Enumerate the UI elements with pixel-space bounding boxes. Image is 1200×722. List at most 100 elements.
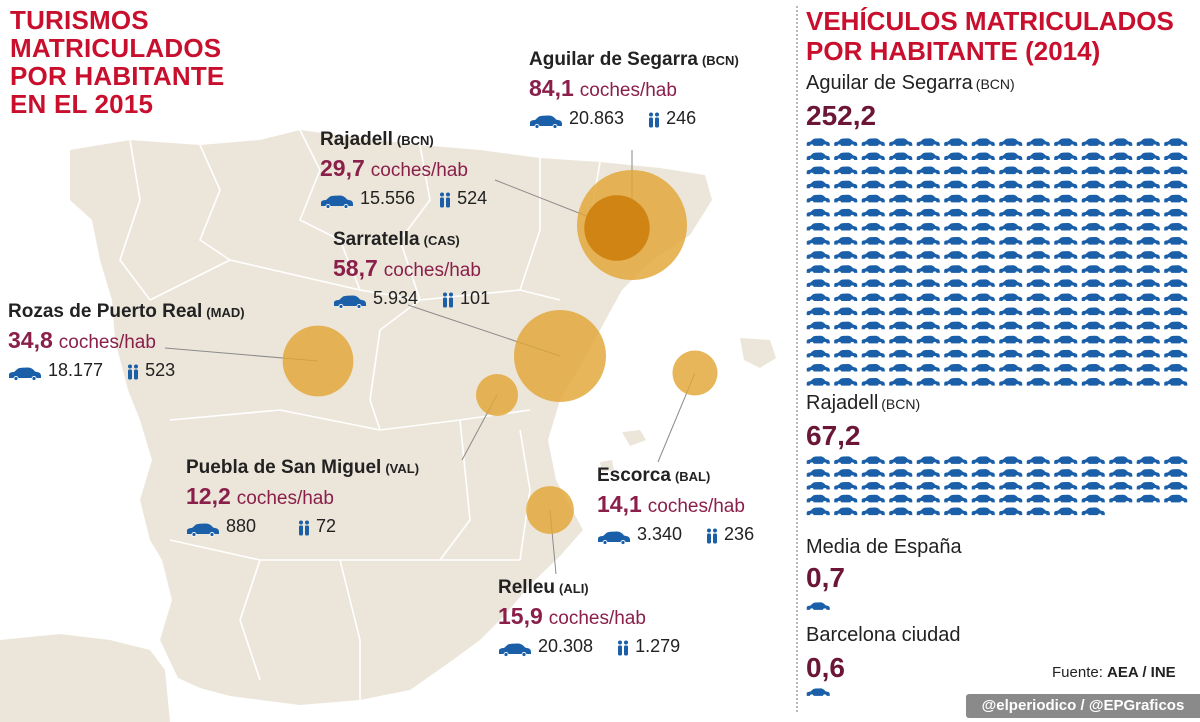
car-grid bbox=[806, 456, 1188, 518]
car-icon bbox=[889, 293, 913, 304]
car-icon bbox=[806, 456, 830, 467]
car-icon bbox=[999, 481, 1023, 492]
car-icon bbox=[1164, 222, 1188, 233]
town-label-sarratella: Sarratella (CAS) 58,7 coches/hab 5.934 101 bbox=[333, 228, 490, 310]
town-rate: 14,1 bbox=[597, 491, 642, 517]
car-icon bbox=[999, 494, 1023, 505]
rate-unit: coches/hab bbox=[647, 496, 745, 517]
car-icon bbox=[498, 639, 532, 657]
car-icon bbox=[1136, 138, 1160, 149]
car-icon bbox=[889, 349, 913, 360]
car-icon bbox=[1081, 349, 1105, 360]
car-icon bbox=[806, 138, 830, 149]
car-icon bbox=[1136, 307, 1160, 318]
rate-unit: coches/hab bbox=[236, 488, 334, 509]
car-icon bbox=[1136, 481, 1160, 492]
car-icon bbox=[1164, 152, 1188, 163]
car-icon bbox=[971, 507, 995, 518]
car-icon bbox=[1109, 456, 1133, 467]
car-icon bbox=[944, 307, 968, 318]
car-icon bbox=[1026, 180, 1050, 191]
car-icon bbox=[1054, 469, 1078, 479]
car-icon bbox=[1081, 481, 1105, 492]
car-icon bbox=[1164, 363, 1188, 374]
car-icon bbox=[1109, 378, 1133, 388]
car-icon bbox=[1109, 251, 1133, 261]
car-icon bbox=[916, 279, 940, 290]
car-icon bbox=[806, 279, 830, 290]
car-icon bbox=[1164, 138, 1188, 149]
car-icon bbox=[971, 321, 995, 332]
bubble-sarratella bbox=[514, 310, 606, 402]
car-icon bbox=[1109, 222, 1133, 233]
car-icon bbox=[806, 251, 830, 261]
car-icon bbox=[1054, 152, 1078, 163]
car-icon bbox=[889, 507, 913, 518]
bubbles bbox=[282, 170, 718, 534]
car-icon bbox=[999, 251, 1023, 261]
car-grid bbox=[806, 688, 830, 699]
town-rate: 29,7 bbox=[320, 155, 365, 181]
car-icon bbox=[1026, 208, 1050, 219]
car-icon bbox=[1026, 507, 1050, 518]
car-icon bbox=[834, 138, 858, 149]
car-icon bbox=[806, 321, 830, 332]
town-label-rajadell: Rajadell (BCN) 29,7 coches/hab 15.556 524 bbox=[320, 128, 487, 210]
rate-unit: coches/hab bbox=[370, 160, 468, 181]
car-icon bbox=[916, 293, 940, 304]
car-icon bbox=[806, 469, 830, 479]
car-icon bbox=[861, 237, 885, 247]
car-icon bbox=[1054, 293, 1078, 304]
car-icon bbox=[971, 166, 995, 177]
car-icon bbox=[1054, 494, 1078, 505]
car-icon bbox=[999, 180, 1023, 191]
car-icon bbox=[1136, 237, 1160, 247]
car-icon bbox=[1026, 307, 1050, 318]
car-icon bbox=[1081, 507, 1105, 518]
people-icon bbox=[646, 110, 662, 128]
car-icon bbox=[1136, 194, 1160, 205]
car-icon bbox=[1081, 138, 1105, 149]
car-icon bbox=[861, 222, 885, 233]
car-icon bbox=[889, 152, 913, 163]
car-icon bbox=[1164, 279, 1188, 290]
car-icon bbox=[916, 237, 940, 247]
car-icon bbox=[889, 166, 913, 177]
ranking-name-rajadell: Rajadell (BCN) bbox=[806, 392, 921, 414]
car-icon bbox=[1081, 166, 1105, 177]
town-population: 236 bbox=[724, 524, 755, 544]
town-name: Puebla de San Miguel bbox=[186, 457, 382, 478]
car-pictogram-rajadell bbox=[806, 456, 1196, 520]
car-icon bbox=[1164, 481, 1188, 492]
car-icon bbox=[1164, 469, 1188, 479]
car-icon bbox=[1081, 378, 1105, 388]
car-icon bbox=[916, 138, 940, 149]
car-icon bbox=[944, 152, 968, 163]
town-province: (ALI) bbox=[559, 581, 589, 596]
rate-unit: coches/hab bbox=[548, 608, 646, 629]
car-icon bbox=[834, 222, 858, 233]
town-name: Relleu bbox=[498, 577, 556, 598]
car-icon bbox=[1026, 293, 1050, 304]
car-icon bbox=[999, 307, 1023, 318]
car-icon bbox=[1054, 180, 1078, 191]
car-icon bbox=[971, 456, 995, 467]
car-icon bbox=[1081, 469, 1105, 479]
ranking-value-rajadell: 67,2 bbox=[806, 420, 861, 451]
car-icon bbox=[1164, 307, 1188, 318]
car-icon bbox=[1054, 138, 1078, 149]
car-icon bbox=[916, 321, 940, 332]
car-icon bbox=[1054, 265, 1078, 276]
car-icon bbox=[806, 363, 830, 374]
car-icon bbox=[834, 152, 858, 163]
car-icon bbox=[834, 469, 858, 479]
car-icon bbox=[944, 251, 968, 261]
town-name: Escorca bbox=[597, 465, 671, 486]
car-icon bbox=[1026, 456, 1050, 467]
car-icon bbox=[944, 481, 968, 492]
car-icon bbox=[916, 378, 940, 388]
car-icon bbox=[999, 237, 1023, 247]
car-icon bbox=[834, 456, 858, 467]
rate-unit: coches/hab bbox=[58, 332, 156, 353]
town-population: 1.279 bbox=[635, 636, 681, 656]
